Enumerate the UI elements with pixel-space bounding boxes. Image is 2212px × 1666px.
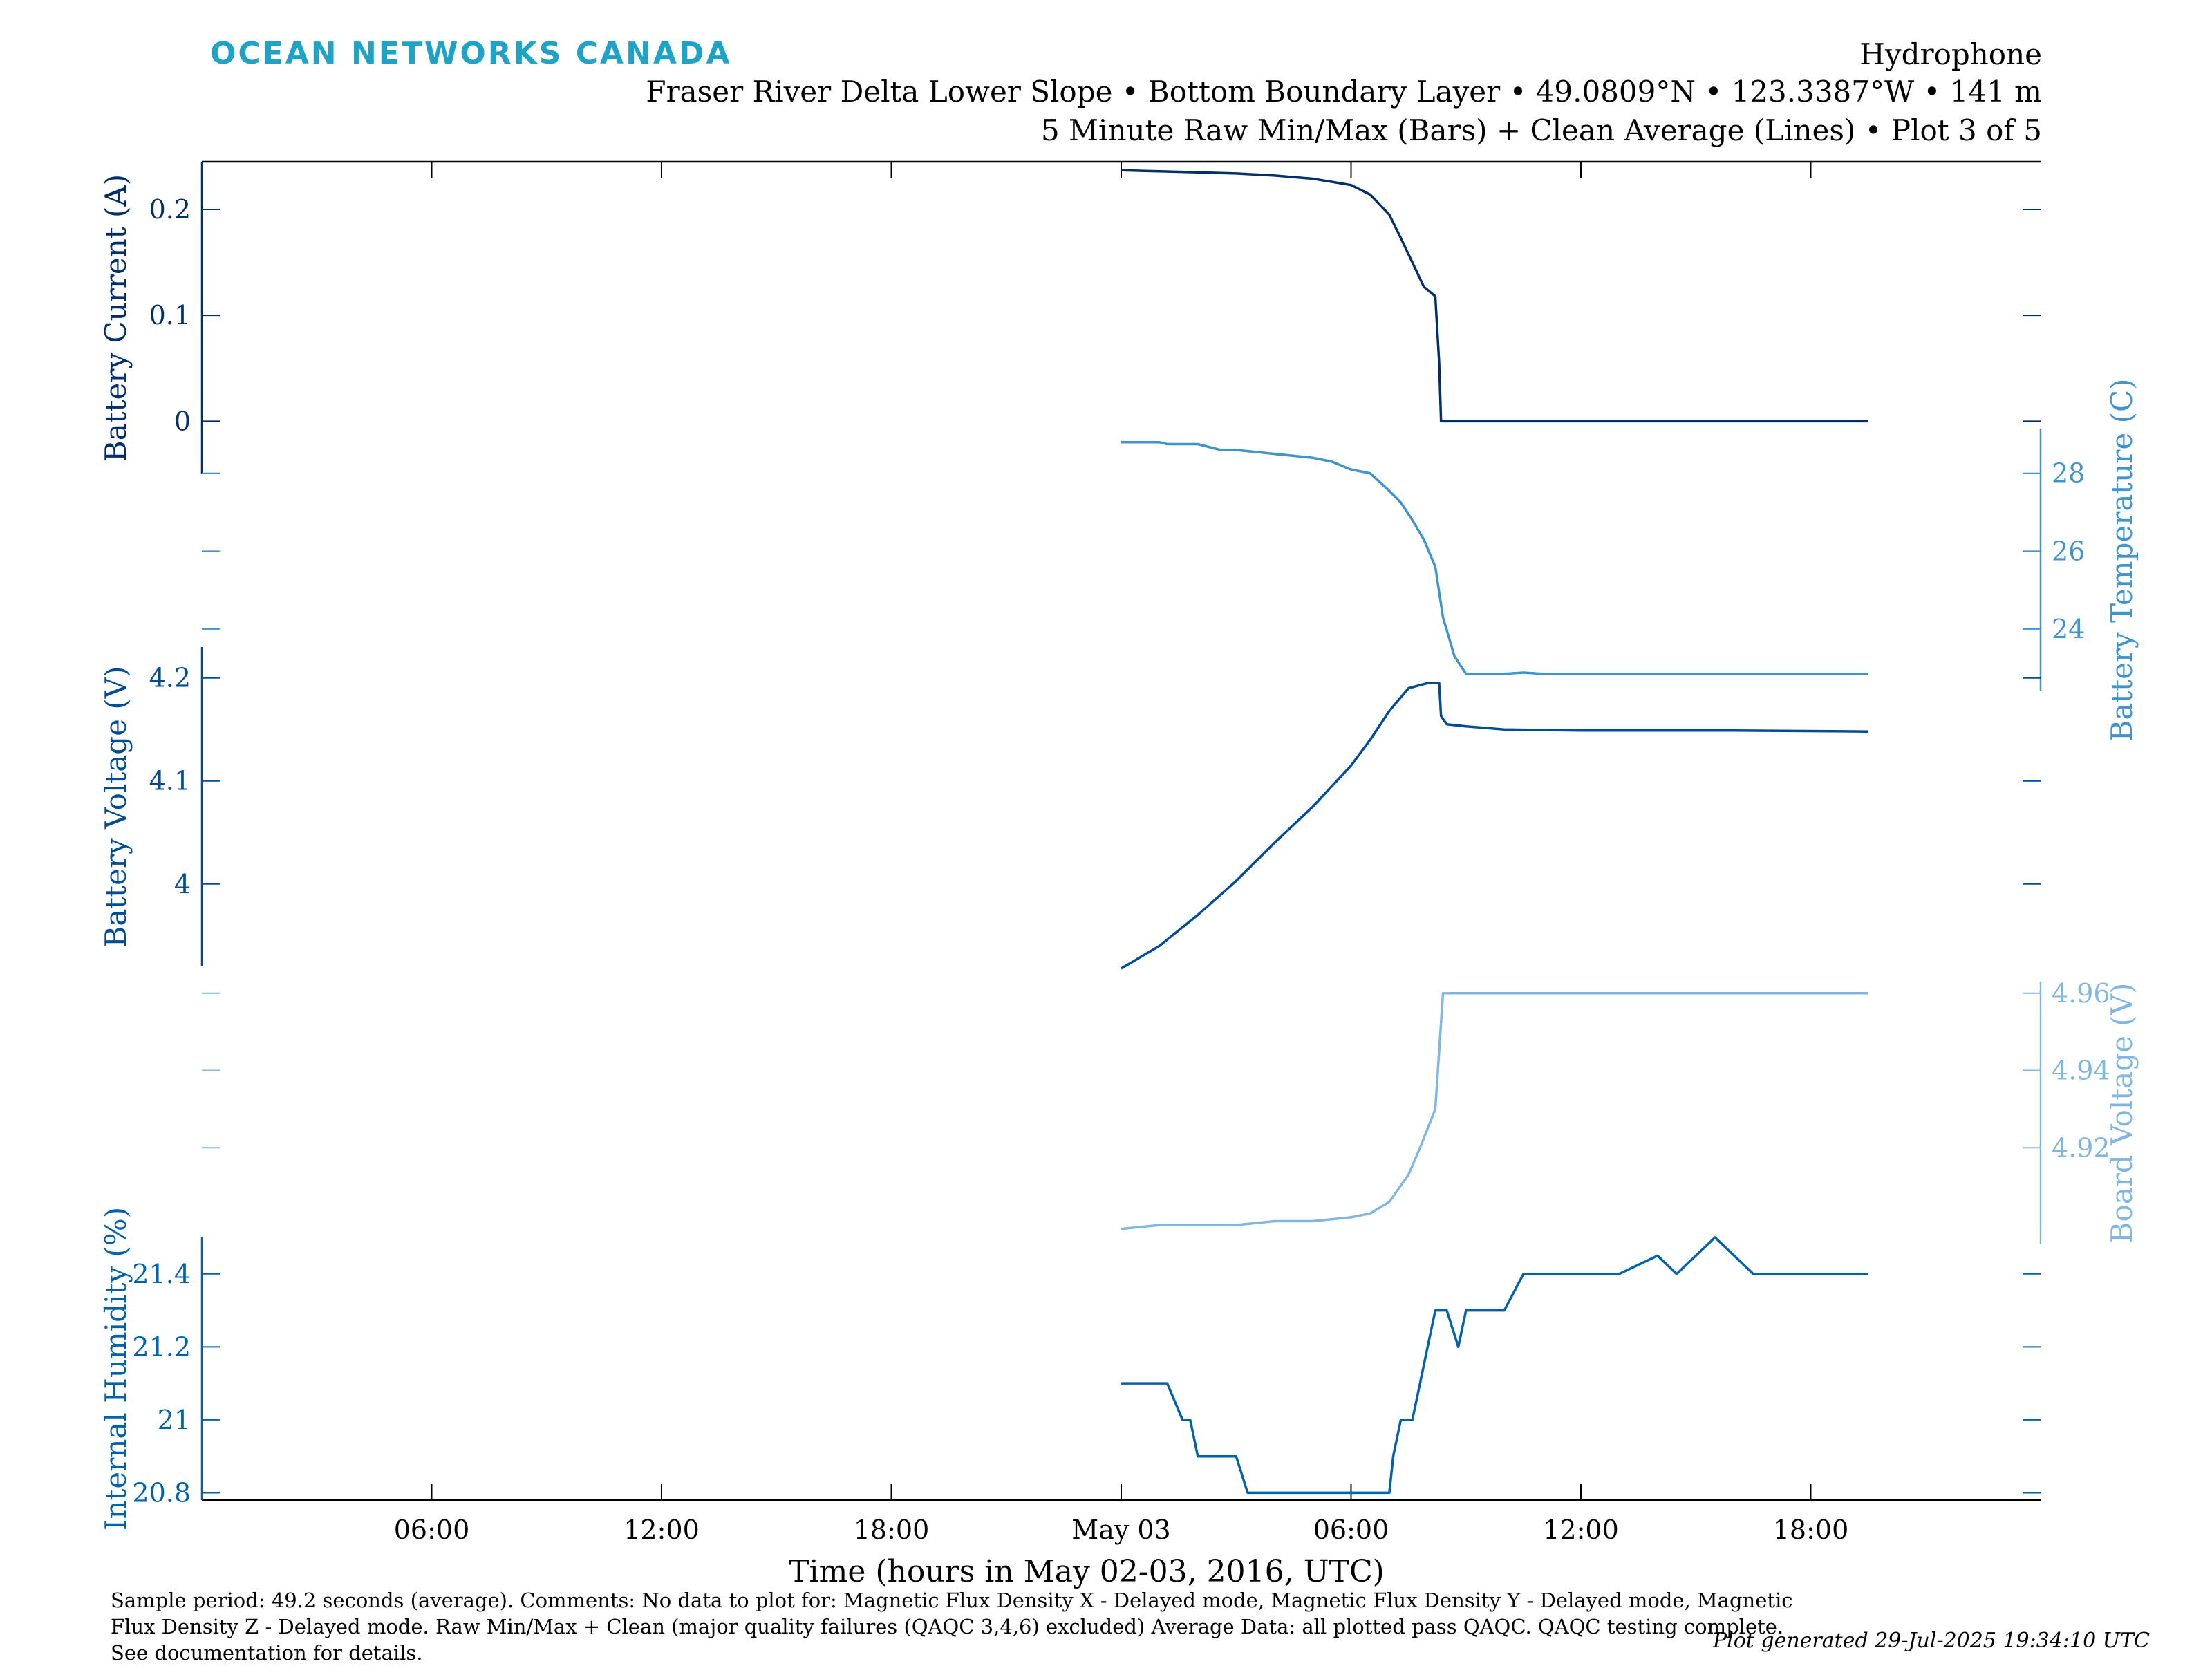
battery-current-tick-label: 0 — [174, 406, 191, 436]
plot-location: Fraser River Delta Lower Slope • Bottom … — [646, 75, 2042, 109]
board-voltage-tick-label: 4.92 — [2052, 1132, 2110, 1163]
footnote: Sample period: 49.2 seconds (average). C… — [111, 1589, 1793, 1665]
internal-humidity-series-line — [1121, 1236, 1868, 1495]
onc-logo: OCEAN NETWORKS CANADA — [210, 36, 732, 71]
internal-humidity-tick-label: 21.2 — [132, 1331, 191, 1362]
x-tick-label: May 03 — [1071, 1515, 1170, 1545]
board-voltage-tick-label: 4.96 — [2052, 978, 2110, 1009]
battery-temperature-series-line — [1121, 440, 1868, 675]
battery-voltage-tick-label: 4.1 — [149, 766, 191, 796]
battery-current-tick-label: 0.2 — [149, 194, 191, 225]
generated-timestamp: Plot generated 29-Jul-2025 19:34:10 UTC — [1712, 1629, 2150, 1653]
battery-voltage-tick-label: 4.2 — [149, 663, 191, 693]
board-voltage-series-line — [1121, 992, 1868, 1230]
x-axis-label: Time (hours in May 02-03, 2016, UTC) — [789, 1554, 1385, 1589]
internal-humidity-tick-label: 20.8 — [132, 1477, 191, 1508]
battery-voltage-tick-label: 4 — [174, 869, 191, 899]
battery-temperature-tick-label: 24 — [2052, 614, 2085, 644]
internal-humidity-tick-label: 21 — [158, 1405, 191, 1435]
battery-current-series-line — [1121, 169, 1868, 423]
battery-temperature-axis-label: Battery Temperature (C) — [2105, 378, 2139, 741]
plot-subtitle: 5 Minute Raw Min/Max (Bars) + Clean Aver… — [1040, 113, 2042, 147]
board-voltage-axis-label: Board Voltage (V) — [2105, 983, 2139, 1244]
battery-voltage-axis-label: Battery Voltage (V) — [99, 666, 133, 948]
board-voltage-tick-label: 4.94 — [2052, 1056, 2110, 1086]
x-tick-label: 12:00 — [1543, 1515, 1619, 1545]
battery-voltage-series-line — [1121, 682, 1868, 970]
x-tick-label: 18:00 — [1773, 1515, 1849, 1545]
battery-current-axis-label: Battery Current (A) — [99, 174, 133, 462]
plot-title: Hydrophone — [1859, 37, 2042, 71]
battery-temperature-tick-label: 26 — [2052, 536, 2085, 566]
internal-humidity-axis-label: Internal Humidity (%) — [99, 1207, 133, 1531]
battery-current-tick-label: 0.1 — [149, 300, 191, 330]
x-tick-label: 06:00 — [1313, 1515, 1389, 1545]
x-tick-label: 06:00 — [394, 1515, 470, 1545]
x-tick-label: 18:00 — [854, 1515, 930, 1545]
battery-temperature-tick-label: 28 — [2052, 458, 2085, 489]
x-tick-label: 12:00 — [624, 1515, 700, 1545]
internal-humidity-tick-label: 21.4 — [132, 1259, 191, 1289]
